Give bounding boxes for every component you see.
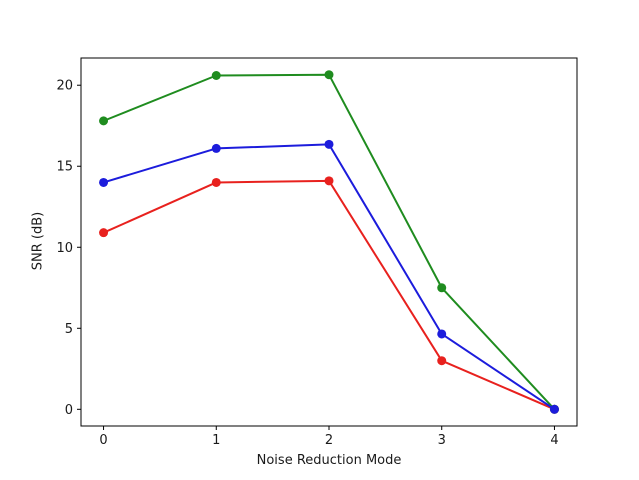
red-series — [99, 176, 559, 414]
x-tick-label-4: 4 — [550, 433, 558, 448]
x-axis-label: Noise Reduction Mode — [256, 453, 402, 468]
blue-series-marker-1 — [211, 143, 221, 153]
red-series-marker-1 — [211, 177, 221, 187]
x-tick-label-0: 0 — [99, 433, 107, 448]
y-tick-label-0: 0 — [65, 403, 73, 418]
blue-series — [99, 139, 559, 414]
blue-series-marker-3 — [437, 329, 447, 339]
red-series-marker-3 — [437, 356, 447, 366]
blue-series-marker-2 — [324, 139, 334, 149]
green-series-marker-2 — [324, 70, 334, 80]
y-tick-label-3: 15 — [56, 160, 73, 175]
plot-frame — [80, 57, 578, 427]
red-series-marker-0 — [99, 228, 109, 238]
x-tick-label-1: 1 — [212, 433, 220, 448]
y-tick-label-1: 5 — [65, 322, 73, 337]
y-tick-label-4: 20 — [56, 79, 73, 94]
y-tick-label-2: 10 — [56, 241, 73, 256]
x-tick-label-3: 3 — [438, 433, 446, 448]
blue-series-marker-0 — [99, 177, 109, 187]
green-series-marker-1 — [211, 71, 221, 81]
green-series-marker-0 — [99, 116, 109, 126]
red-series-marker-2 — [324, 176, 334, 186]
y-axis-label: SNR (dB) — [30, 211, 46, 271]
x-tick-label-2: 2 — [325, 433, 333, 448]
plot-area — [81, 58, 577, 426]
green-series-marker-3 — [437, 283, 447, 293]
green-series — [99, 70, 559, 414]
blue-series-marker-4 — [549, 404, 559, 414]
